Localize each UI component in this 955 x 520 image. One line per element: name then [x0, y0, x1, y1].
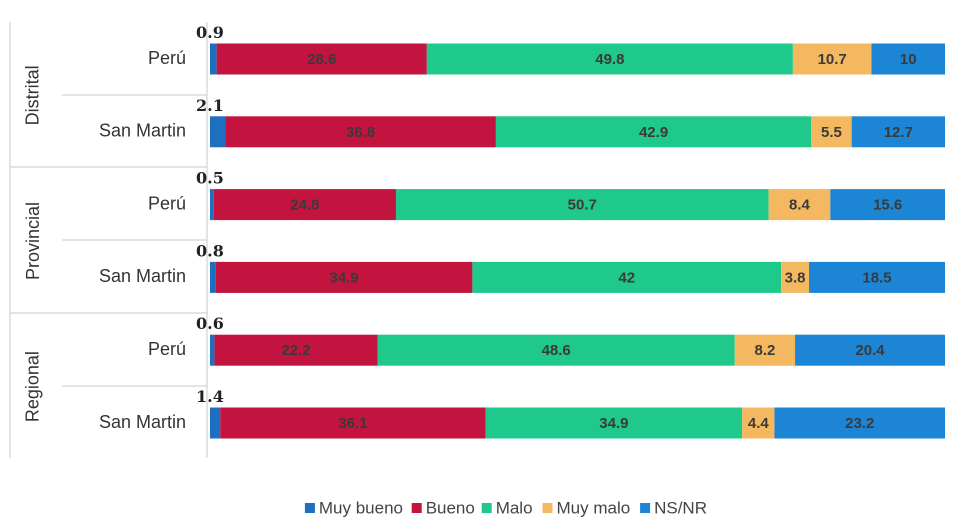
bar-segment — [215, 261, 473, 293]
data-label: 1.4 — [196, 387, 224, 406]
bar-segment — [213, 189, 396, 221]
data-label: 24.8 — [290, 197, 319, 214]
bar-segment — [395, 189, 769, 221]
legend-swatch — [411, 503, 422, 513]
y-tick-label: Perú — [148, 339, 186, 359]
data-label: 8.4 — [789, 197, 811, 214]
data-label: 42 — [618, 269, 635, 286]
bar-segment — [210, 43, 217, 75]
data-label: 18.5 — [862, 269, 891, 286]
bar-segment — [774, 407, 945, 439]
legend-swatch — [481, 503, 492, 513]
bar-segment — [871, 43, 945, 75]
bar-segment — [210, 189, 214, 221]
data-label: 36.1 — [338, 415, 367, 432]
data-label: 15.6 — [873, 197, 902, 214]
y-tick-label: Perú — [148, 48, 186, 68]
data-label: 4.4 — [748, 415, 770, 432]
bar-segment — [220, 407, 486, 439]
data-label: 20.4 — [855, 342, 885, 359]
bar-segment — [809, 261, 945, 293]
bar-segment — [734, 334, 796, 366]
legend-swatch — [304, 503, 315, 513]
data-label: 0.9 — [196, 23, 224, 42]
bar-segment — [225, 116, 496, 148]
legend-label: NS/NR — [654, 498, 707, 517]
data-label: 5.5 — [821, 124, 842, 141]
bar-segment — [216, 43, 427, 75]
legend-label: Muy bueno — [319, 498, 403, 517]
group-label: Distrital — [23, 65, 43, 125]
data-label: 8.2 — [754, 342, 775, 359]
y-tick-label: San Martin — [99, 412, 186, 432]
data-label: 0.8 — [196, 241, 224, 260]
bar-segment — [830, 189, 945, 221]
bar-segment — [851, 116, 945, 148]
legend-label: Malo — [496, 498, 533, 517]
bar-segment — [792, 43, 872, 75]
bar-segment — [742, 407, 775, 439]
data-label: 34.9 — [330, 269, 359, 286]
data-label: 49.8 — [595, 51, 624, 68]
bar-segment — [426, 43, 793, 75]
bar-segment — [811, 116, 852, 148]
y-tick-label: San Martin — [99, 121, 186, 141]
bar-segment — [768, 189, 831, 221]
data-label: 28.6 — [307, 51, 336, 68]
bar-segment — [795, 334, 945, 366]
y-tick-label: Perú — [148, 193, 186, 213]
data-label: 0.5 — [196, 169, 224, 188]
bar-segment — [495, 116, 812, 148]
data-label: 48.6 — [542, 342, 571, 359]
y-tick-label: San Martin — [99, 266, 186, 286]
data-label: 22.2 — [281, 342, 310, 359]
bar-segment — [781, 261, 810, 293]
data-label: 10 — [900, 51, 917, 68]
data-label: 2.1 — [196, 96, 224, 115]
bar-segment — [377, 334, 735, 366]
data-label: 23.2 — [845, 415, 874, 432]
legend-swatch — [640, 503, 651, 513]
data-label: 12.7 — [884, 124, 913, 141]
data-label: 3.8 — [785, 269, 806, 286]
legend-label: Muy malo — [557, 498, 631, 517]
data-label: 0.6 — [196, 314, 224, 333]
data-label: 42.9 — [639, 124, 668, 141]
bar-segment — [210, 116, 226, 148]
bar-segment — [210, 261, 216, 293]
data-label: 36.8 — [346, 124, 375, 141]
bar-segment — [214, 334, 378, 366]
group-label: Regional — [23, 351, 43, 422]
legend-swatch — [542, 503, 553, 513]
bar-segment — [210, 407, 221, 439]
data-label: 34.9 — [599, 415, 628, 432]
bar-segment — [472, 261, 782, 293]
bar-segment — [210, 334, 215, 366]
bar-segment — [485, 407, 743, 439]
data-label: 50.7 — [568, 197, 597, 214]
data-label: 10.7 — [818, 51, 847, 68]
group-label: Provincial — [23, 202, 43, 280]
legend-label: Bueno — [426, 498, 475, 517]
